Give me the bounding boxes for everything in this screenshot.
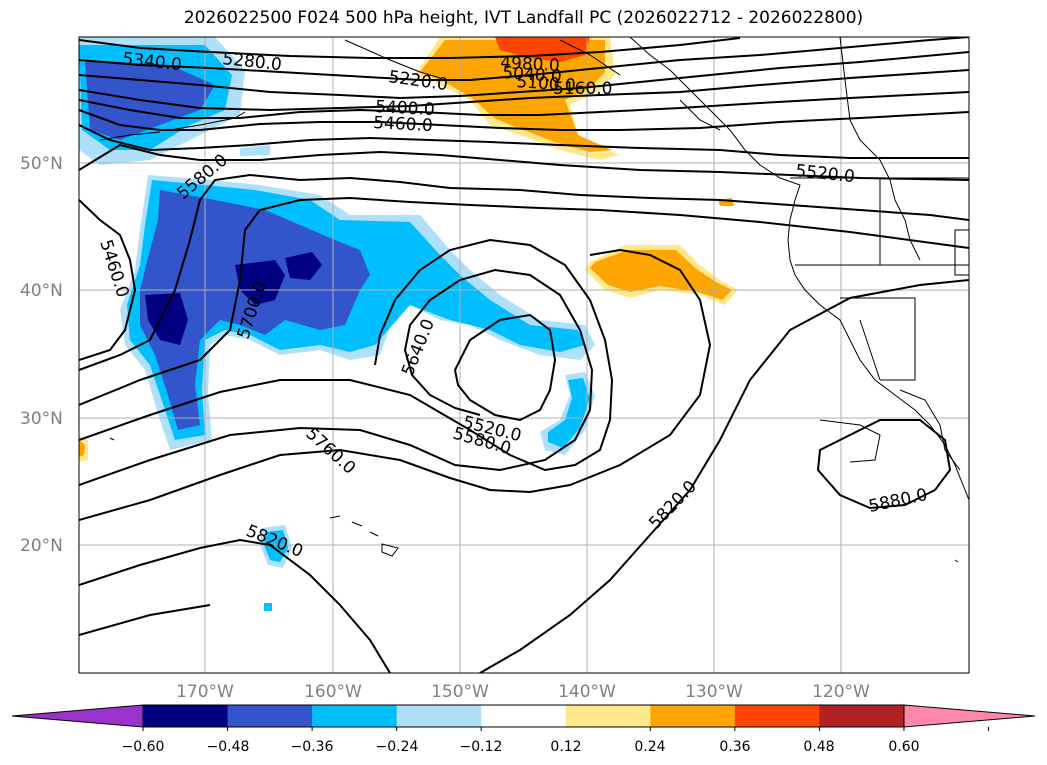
colorbar-tick-label: −0.36: [291, 739, 334, 755]
colorbar-tick-label: 0.36: [719, 739, 750, 755]
colorbar-segment: [819, 705, 905, 727]
lat-label: 50°N: [20, 154, 63, 174]
lon-label: 140°W: [558, 682, 616, 702]
coastlines: [99, 37, 969, 563]
lon-label: 120°W: [812, 682, 870, 702]
colorbar-segment: [481, 705, 567, 727]
colorbar-segment: [143, 705, 229, 727]
colorbar-segment: [227, 705, 313, 727]
colorbar-tick-label: 0.12: [550, 739, 581, 755]
map-frame: [78, 36, 970, 674]
lon-label: 130°W: [685, 682, 743, 702]
negative-pc-shading: [79, 37, 595, 611]
colorbar-tick-label: 0.48: [803, 739, 834, 755]
contour-label: 4980.0: [500, 53, 560, 76]
lat-label: 40°N: [20, 281, 63, 301]
latitude-labels: 50°N 40°N 30°N 20°N: [20, 154, 63, 556]
colorbar-tick-label: −0.12: [460, 739, 503, 755]
colorbar-tick-label: −0.60: [122, 739, 165, 755]
colorbar-extension-low: [11, 704, 144, 728]
colorbar: −0.60 −0.48 −0.36 −0.24 −0.12 0.12 0.24 …: [11, 704, 1036, 755]
height-contours: [79, 37, 969, 673]
colorbar-tick-labels: −0.60 −0.48 −0.36 −0.24 −0.12 0.12 0.24 …: [122, 739, 920, 755]
contour-label: 5040.0: [502, 63, 563, 87]
colorbar-segment: [650, 705, 736, 727]
colorbar-segment: [565, 705, 651, 727]
colorbar-segment: [396, 705, 482, 727]
contour-label: 5460.0: [373, 113, 433, 136]
lon-label: 150°W: [431, 682, 489, 702]
longitude-labels: 170°W 160°W 150°W 140°W 130°W 120°W: [176, 682, 870, 702]
contour-label: 5100.0: [516, 72, 577, 96]
lat-label: 20°N: [20, 536, 63, 556]
colorbar-tick-label: 0.24: [634, 739, 665, 755]
map-title: 2026022500 F024 500 hPa height, IVT Land…: [183, 8, 864, 28]
lon-label: 170°W: [176, 682, 234, 702]
contour-label: 5160.0: [553, 79, 612, 99]
colorbar-segment: [312, 705, 398, 727]
colorbar-tick-label: −0.48: [207, 739, 250, 755]
map-gridlines: [79, 37, 969, 673]
lon-label: 160°W: [304, 682, 362, 702]
colorbar-frame: [142, 704, 905, 728]
lat-label: 30°N: [20, 409, 63, 429]
colorbar-tick-label: −0.24: [376, 739, 419, 755]
colorbar-segment: [734, 705, 820, 727]
contour-label: 5400.0: [375, 97, 435, 120]
colorbar-tick-label: 0.60: [888, 739, 919, 755]
colorbar-extension-high: [903, 704, 1036, 728]
